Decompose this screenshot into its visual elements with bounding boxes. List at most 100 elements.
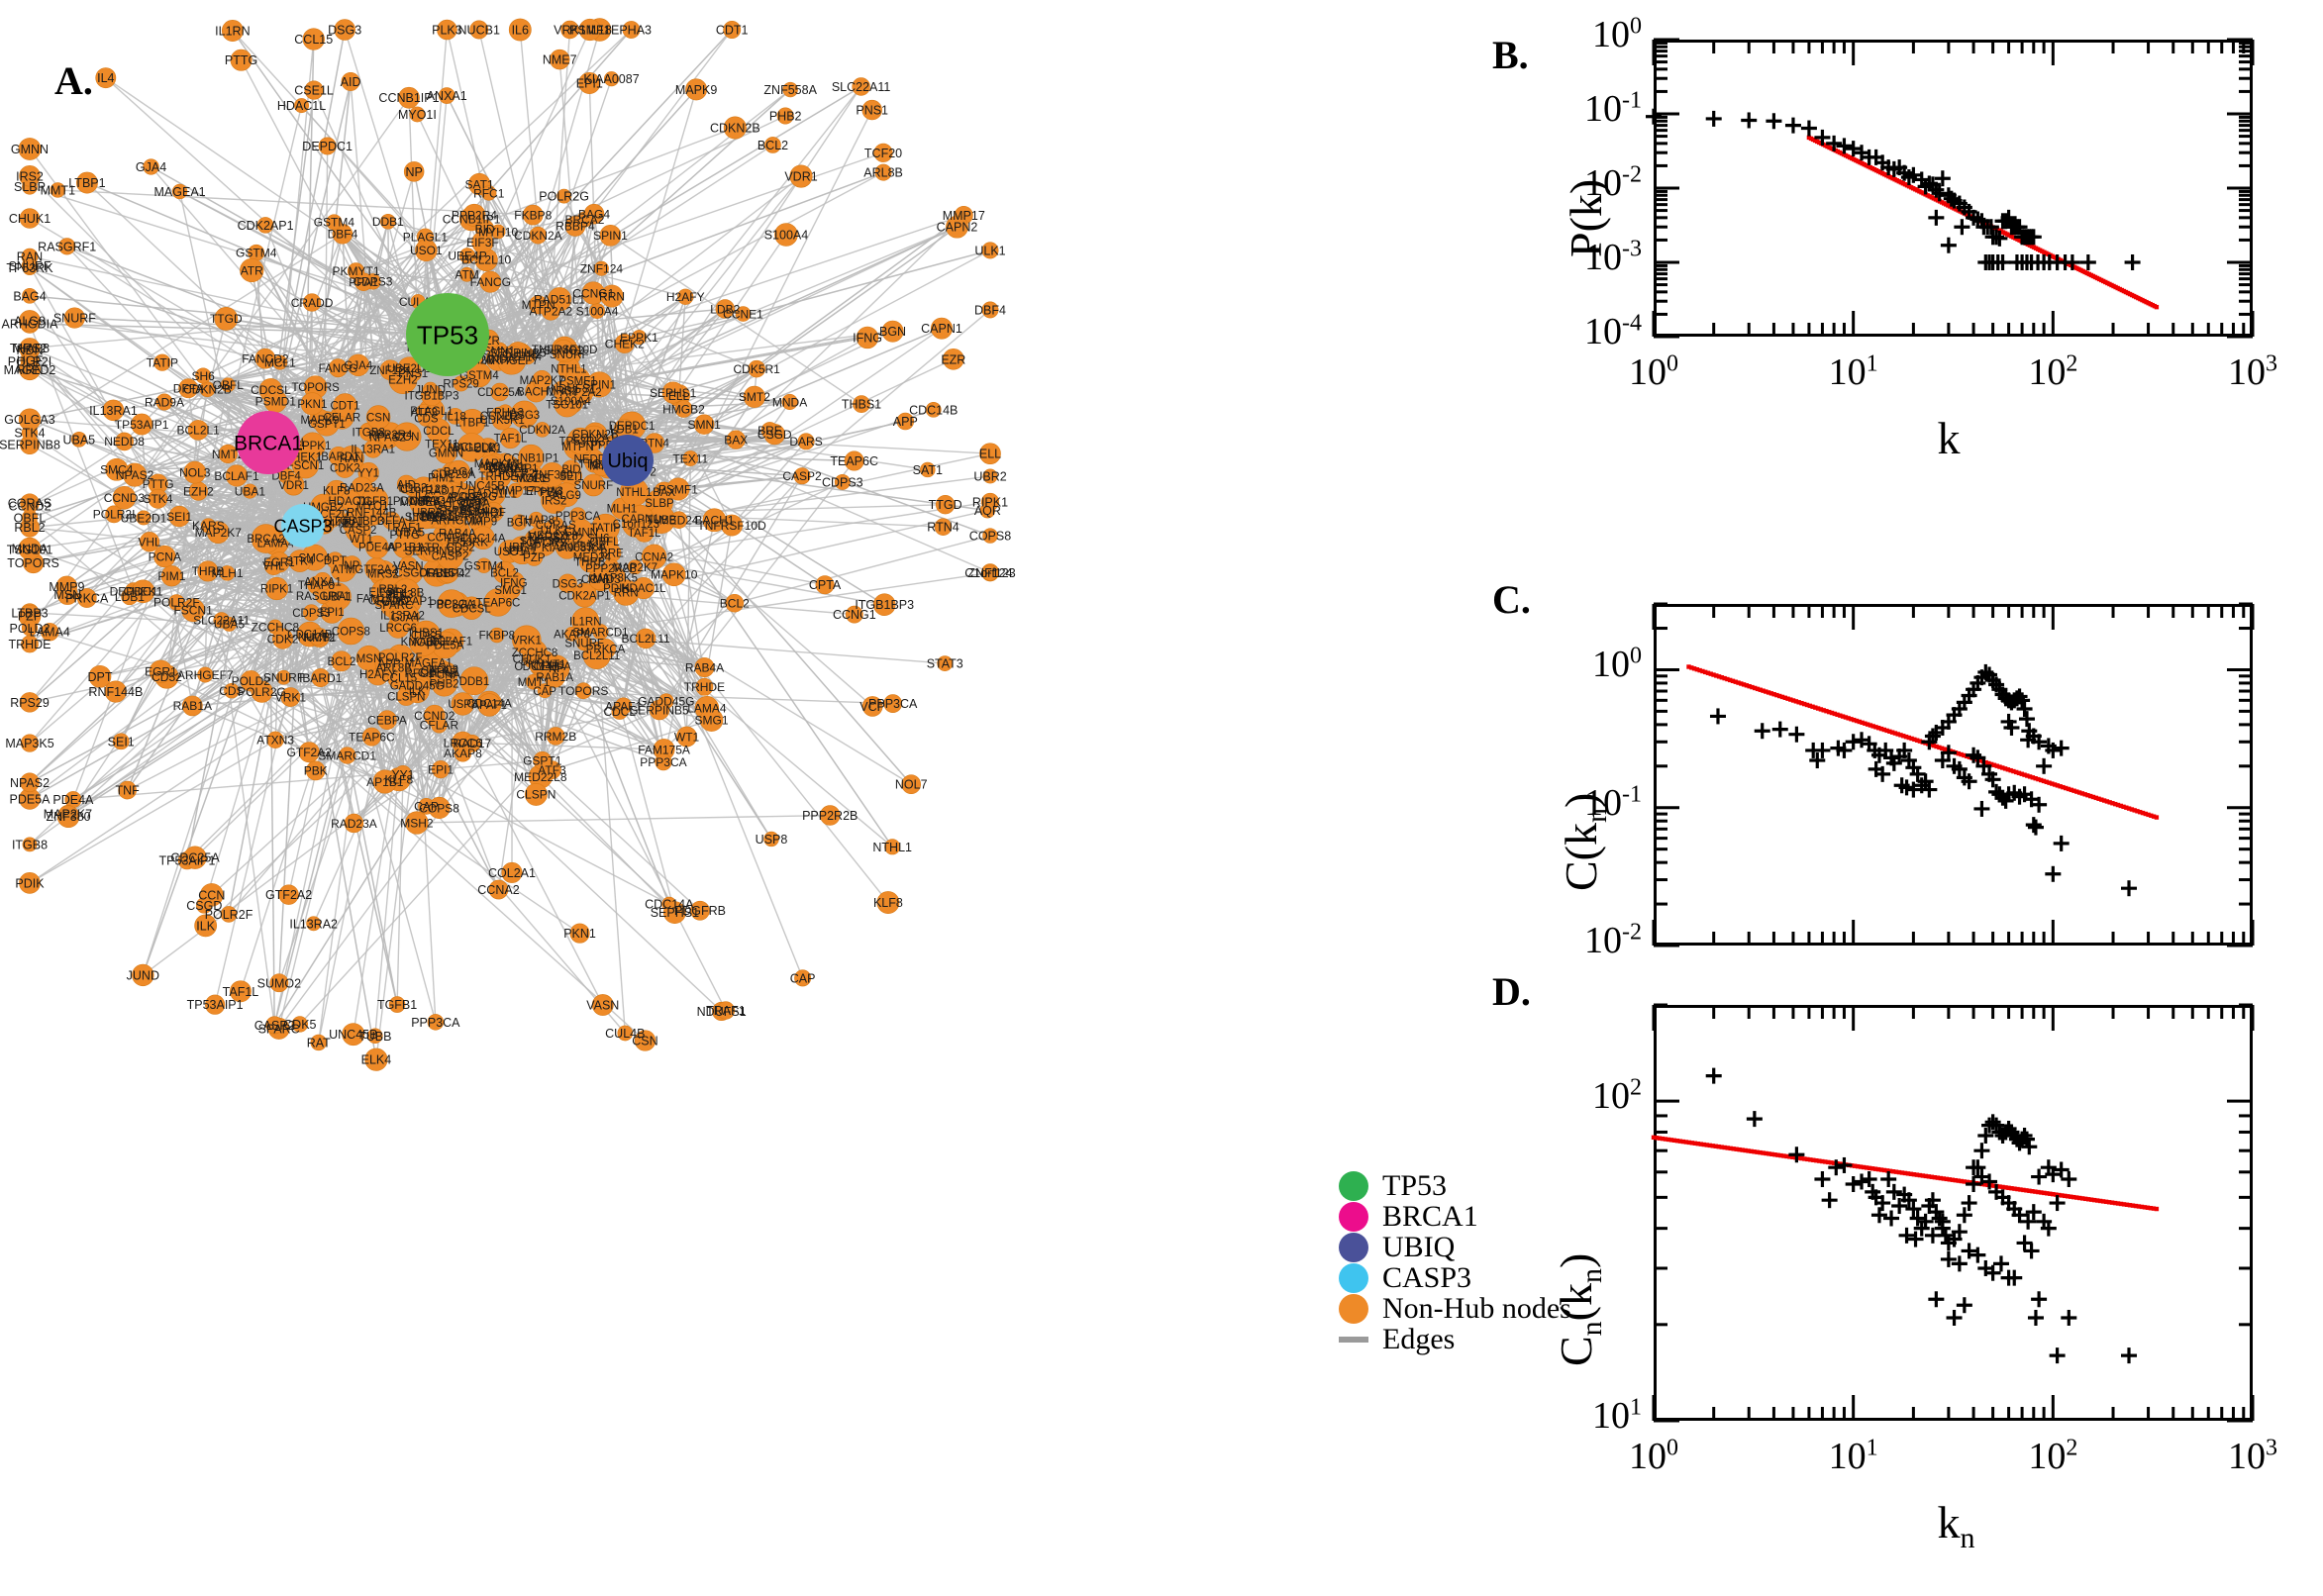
network-node[interactable] bbox=[946, 215, 968, 239]
network-node[interactable] bbox=[139, 532, 160, 552]
network-node[interactable] bbox=[431, 717, 448, 734]
network-node[interactable] bbox=[333, 393, 357, 418]
network-node[interactable] bbox=[614, 334, 635, 353]
network-node[interactable] bbox=[477, 693, 501, 717]
network-node[interactable] bbox=[511, 514, 528, 531]
network-node[interactable] bbox=[861, 99, 882, 121]
network-node[interactable] bbox=[168, 594, 185, 611]
network-node[interactable] bbox=[155, 393, 173, 411]
network-node[interactable] bbox=[388, 996, 406, 1013]
network-node[interactable] bbox=[263, 555, 283, 575]
network-node[interactable] bbox=[411, 476, 437, 501]
network-node[interactable] bbox=[501, 861, 523, 883]
network-node[interactable] bbox=[409, 106, 426, 123]
network-node[interactable] bbox=[572, 582, 597, 608]
network-node[interactable] bbox=[282, 473, 305, 496]
network-node[interactable] bbox=[181, 695, 203, 717]
network-node[interactable] bbox=[428, 796, 451, 820]
network-node[interactable] bbox=[102, 399, 125, 422]
network-node[interactable] bbox=[149, 659, 173, 683]
network-node[interactable] bbox=[22, 287, 38, 304]
network-node[interactable] bbox=[438, 87, 455, 104]
network-node[interactable] bbox=[458, 248, 476, 264]
network-node[interactable] bbox=[793, 467, 811, 485]
network-node[interactable] bbox=[661, 562, 686, 587]
network-node[interactable] bbox=[266, 731, 284, 748]
network-node[interactable] bbox=[288, 549, 312, 572]
network-node[interactable] bbox=[56, 805, 80, 829]
network-node[interactable] bbox=[20, 734, 40, 752]
network-node[interactable] bbox=[56, 583, 78, 605]
network-node[interactable] bbox=[735, 306, 752, 322]
network-node[interactable] bbox=[160, 565, 183, 587]
network-node[interactable] bbox=[595, 639, 616, 659]
network-node[interactable] bbox=[588, 568, 611, 590]
network-node[interactable] bbox=[219, 565, 236, 581]
network-node[interactable] bbox=[982, 468, 998, 484]
network-node[interactable] bbox=[499, 427, 522, 449]
network-node[interactable] bbox=[416, 403, 433, 421]
network-node[interactable] bbox=[508, 18, 532, 42]
network-node[interactable] bbox=[197, 666, 214, 683]
network-node[interactable] bbox=[344, 813, 364, 834]
network-node[interactable] bbox=[676, 726, 697, 748]
network-node[interactable] bbox=[532, 369, 553, 390]
network-node[interactable] bbox=[471, 231, 494, 253]
network-node[interactable] bbox=[447, 407, 464, 425]
network-node[interactable] bbox=[329, 358, 348, 378]
network-node[interactable] bbox=[715, 299, 735, 319]
network-node[interactable] bbox=[634, 522, 655, 543]
network-node[interactable] bbox=[131, 413, 153, 436]
network-node[interactable] bbox=[447, 459, 470, 484]
network-node[interactable] bbox=[934, 518, 953, 536]
network-node[interactable] bbox=[88, 664, 112, 688]
network-node[interactable] bbox=[533, 751, 553, 770]
network-node[interactable] bbox=[716, 1001, 736, 1020]
network-node[interactable] bbox=[115, 432, 134, 451]
network-node[interactable] bbox=[896, 412, 915, 431]
network-node[interactable] bbox=[363, 440, 382, 458]
network-node[interactable] bbox=[437, 19, 457, 41]
network-node[interactable] bbox=[338, 747, 356, 764]
network-node[interactable] bbox=[979, 502, 996, 519]
network-node[interactable] bbox=[815, 575, 835, 595]
network-node[interactable] bbox=[421, 540, 445, 562]
network-node[interactable] bbox=[631, 330, 647, 346]
network-node[interactable] bbox=[925, 401, 942, 418]
network-node[interactable] bbox=[524, 528, 550, 553]
network-node[interactable] bbox=[132, 963, 154, 987]
network-node[interactable] bbox=[883, 694, 903, 713]
network-node[interactable] bbox=[591, 994, 614, 1016]
network-node[interactable] bbox=[195, 367, 212, 384]
network-node[interactable] bbox=[574, 682, 592, 700]
network-node[interactable] bbox=[415, 239, 438, 262]
network-node[interactable] bbox=[225, 464, 249, 487]
network-node[interactable] bbox=[776, 107, 794, 125]
network-node[interactable] bbox=[872, 593, 896, 616]
network-node[interactable] bbox=[593, 260, 609, 276]
network-node[interactable] bbox=[721, 514, 744, 537]
node-layer[interactable] bbox=[18, 18, 1001, 1071]
network-node[interactable] bbox=[181, 598, 205, 623]
network-node[interactable] bbox=[428, 658, 452, 683]
network-node[interactable] bbox=[365, 405, 391, 430]
network-node[interactable] bbox=[334, 19, 355, 41]
network-node[interactable] bbox=[224, 683, 240, 699]
network-node[interactable] bbox=[19, 208, 41, 229]
network-node[interactable] bbox=[481, 185, 497, 201]
network-node[interactable] bbox=[153, 545, 176, 568]
network-node[interactable] bbox=[240, 257, 264, 283]
network-node[interactable] bbox=[566, 427, 594, 455]
network-node[interactable] bbox=[634, 1030, 656, 1051]
network-node[interactable] bbox=[280, 687, 301, 707]
network-node[interactable] bbox=[304, 80, 324, 100]
network-node[interactable] bbox=[462, 203, 486, 227]
network-node[interactable] bbox=[118, 780, 137, 800]
network-node[interactable] bbox=[571, 607, 600, 636]
network-node[interactable] bbox=[372, 769, 397, 794]
network-node[interactable] bbox=[291, 451, 320, 479]
network-node[interactable] bbox=[743, 385, 765, 408]
network-node[interactable] bbox=[432, 760, 451, 779]
network-node[interactable] bbox=[404, 363, 423, 382]
network-node[interactable] bbox=[699, 708, 724, 732]
